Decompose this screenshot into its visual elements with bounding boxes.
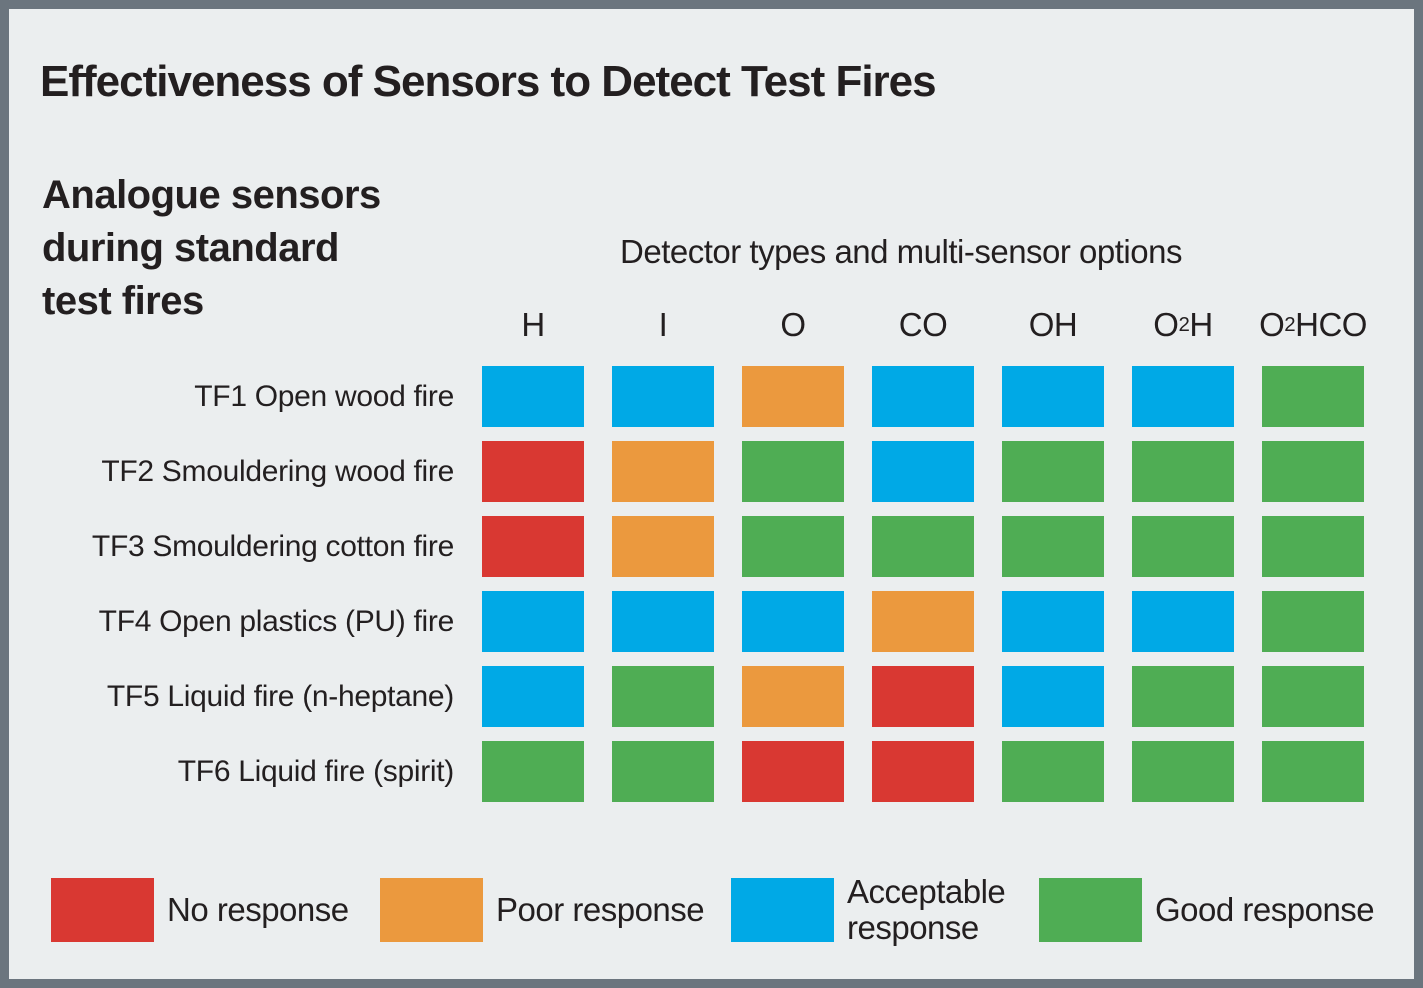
cell-tf5-h-acceptable (482, 666, 584, 727)
cell-tf2-o2h-good (1132, 441, 1234, 502)
cell-tf2-o2hco-good (1262, 441, 1364, 502)
legend-label-poor: Poor response (496, 891, 705, 928)
cell-tf3-h-no (482, 516, 584, 577)
column-header-OH: OH (1028, 306, 1078, 343)
row-label-tf1: TF1 Open wood fire (194, 379, 454, 413)
legend-swatch-acceptable (731, 878, 834, 942)
row-label-tf5: TF5 Liquid fire (n-heptane) (106, 679, 454, 713)
cell-tf4-h-acceptable (482, 591, 584, 652)
cell-tf5-oh-acceptable (1002, 666, 1104, 727)
cell-tf3-o2hco-good (1262, 516, 1364, 577)
column-header-H: H (521, 306, 545, 343)
legend-swatch-no (51, 878, 154, 942)
cell-tf1-i-acceptable (612, 366, 714, 427)
cell-tf3-o-good (742, 516, 844, 577)
column-header-CO: CO (898, 306, 948, 343)
cell-tf3-co-good (872, 516, 974, 577)
cell-tf6-i-good (612, 741, 714, 802)
legend-label-no: No response (167, 891, 349, 928)
cell-tf5-co-no (872, 666, 974, 727)
cell-tf3-oh-good (1002, 516, 1104, 577)
cell-tf2-co-acceptable (872, 441, 974, 502)
legend-label-acceptable: Acceptable response (847, 873, 1006, 946)
legend-swatch-good (1039, 878, 1142, 942)
cell-tf2-o-good (742, 441, 844, 502)
cell-tf1-h-acceptable (482, 366, 584, 427)
cell-tf5-o2h-good (1132, 666, 1234, 727)
row-label-tf2: TF2 Smouldering wood fire (101, 454, 454, 488)
legend-label-good: Good response (1155, 891, 1375, 928)
chart-title: Effectiveness of Sensors to Detect Test … (40, 57, 937, 106)
cell-tf6-co-no (872, 741, 974, 802)
cell-tf2-oh-good (1002, 441, 1104, 502)
cell-tf6-o2hco-good (1262, 741, 1364, 802)
cell-tf6-o-no (742, 741, 844, 802)
cell-tf4-i-acceptable (612, 591, 714, 652)
cell-tf5-o2hco-good (1262, 666, 1364, 727)
cell-tf1-o-poor (742, 366, 844, 427)
column-headers: H I O CO OH O 2 H O 2 HCO (482, 301, 1367, 349)
row-label-tf3: TF3 Smouldering cotton fire (91, 529, 454, 563)
cell-tf4-o2h-acceptable (1132, 591, 1234, 652)
legend: No response Poor response Acceptable respo… (9, 873, 1414, 962)
cell-tf1-o2hco-good (1262, 366, 1364, 427)
cell-tf4-o2hco-good (1262, 591, 1364, 652)
heatmap-grid (482, 366, 1364, 802)
cell-tf3-i-poor (612, 516, 714, 577)
cell-tf2-h-no (482, 441, 584, 502)
column-header-I: I (658, 306, 668, 343)
cell-tf1-o2h-acceptable (1132, 366, 1234, 427)
row-label-tf4: TF4 Open plastics (PU) fire (98, 604, 455, 638)
row-axis-heading: Analogue sensors during standard test fi… (42, 173, 381, 323)
cell-tf4-o-acceptable (742, 591, 844, 652)
cell-tf1-co-acceptable (872, 366, 974, 427)
column-header-O: O (780, 306, 806, 343)
legend-swatch-poor (380, 878, 483, 942)
column-axis-heading: Detector types and multi-sensor options (620, 233, 1182, 270)
row-label-tf6: TF6 Liquid fire (spirit) (177, 754, 455, 788)
cell-tf6-o2h-good (1132, 741, 1234, 802)
cell-tf5-i-good (612, 666, 714, 727)
column-header-O2HCO: O 2 HCO (1259, 306, 1367, 343)
cell-tf6-oh-good (1002, 741, 1104, 802)
cell-tf4-oh-acceptable (1002, 591, 1104, 652)
cell-tf3-o2h-good (1132, 516, 1234, 577)
cell-tf4-co-poor (872, 591, 974, 652)
cell-tf5-o-poor (742, 666, 844, 727)
row-labels: TF1 Open wood fire TF2 Smouldering wood f… (30, 366, 454, 802)
cell-tf2-i-poor (612, 441, 714, 502)
cell-tf1-oh-acceptable (1002, 366, 1104, 427)
cell-tf6-h-good (482, 741, 584, 802)
